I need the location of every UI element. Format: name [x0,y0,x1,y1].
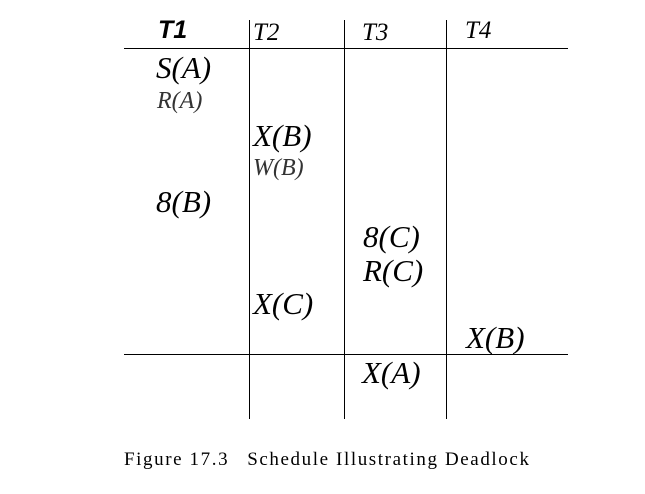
t1-shared-lock-b: 8(B) [156,184,212,219]
header-rule [124,48,568,49]
t2-exclusive-lock-b: X(B) [253,118,312,153]
t1-read-a: R(A) [157,88,203,114]
figure-caption: Figure 17.3 Schedule Illustrating Deadloc… [124,449,531,471]
middle-rule [124,354,568,355]
header-t2: T2 [253,19,280,46]
t2-write-b: W(B) [253,155,304,181]
t3-read-c: R(C) [363,253,424,288]
t3-exclusive-lock-a: X(A) [362,355,421,390]
header-t1: T1 [158,16,188,44]
t4-exclusive-lock-b: X(B) [466,320,525,355]
header-t4: T4 [465,17,492,44]
t1-shared-lock-a: S(A) [156,50,212,85]
column-divider-2 [344,20,345,419]
figure-caption-text: Schedule Illustrating Deadlock [247,449,531,470]
t2-exclusive-lock-c: X(C) [253,286,314,321]
header-t3: T3 [362,19,389,46]
t3-shared-lock-c: 8(C) [363,219,420,254]
column-divider-3 [446,20,447,419]
figure-number: Figure 17.3 [124,449,230,470]
column-divider-1 [249,20,250,419]
